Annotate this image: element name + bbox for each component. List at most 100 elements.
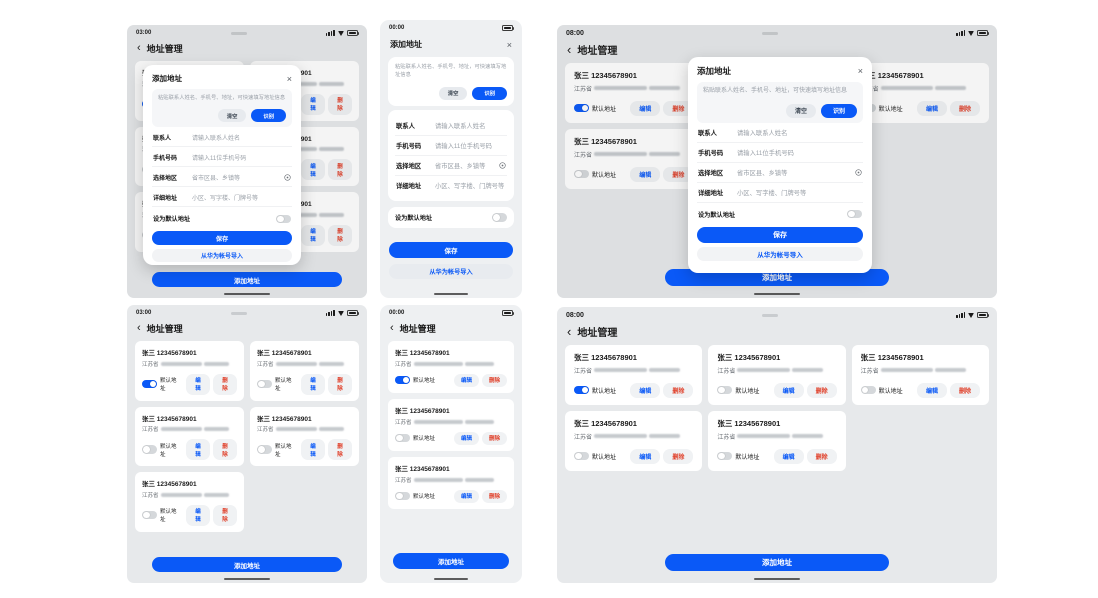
address-card[interactable]: 张三 12345678901 江苏省 默认地址 编辑 删除: [708, 345, 846, 405]
set-default-toggle[interactable]: [492, 213, 507, 222]
recognize-button[interactable]: 识别: [472, 86, 507, 100]
set-default-toggle[interactable]: [276, 214, 291, 224]
address-card[interactable]: 张三 12345678901 江苏省 默认地址 编辑 删除: [250, 341, 359, 401]
add-address-button[interactable]: 添加地址: [665, 554, 889, 571]
delete-button[interactable]: 删除: [328, 439, 352, 460]
close-icon[interactable]: ×: [286, 73, 292, 84]
address-card[interactable]: 张三 12345678901 江苏省 默认地址 编辑 删除: [565, 345, 703, 405]
edit-button[interactable]: 编辑: [301, 439, 325, 460]
default-address-toggle[interactable]: [257, 379, 272, 389]
location-icon[interactable]: [499, 162, 506, 170]
contact-field[interactable]: 联系人 请输入联系人姓名: [697, 123, 863, 143]
edit-button[interactable]: 编辑: [630, 382, 661, 398]
add-address-button[interactable]: 添加地址: [152, 557, 342, 572]
import-from-huawei-button[interactable]: 从华为帐号导入: [389, 264, 513, 279]
address-card[interactable]: 张三 12345678901 江苏省 默认地址 编辑 删除: [565, 129, 703, 189]
recognize-button[interactable]: 识别: [251, 109, 286, 123]
default-address-toggle[interactable]: [860, 385, 876, 395]
region-field[interactable]: 选择地区 省市区县、乡镇等: [152, 167, 292, 188]
edit-button[interactable]: 编辑: [630, 448, 661, 464]
edit-button[interactable]: 编辑: [301, 224, 325, 246]
clear-button[interactable]: 清空: [438, 86, 468, 100]
delete-button[interactable]: 删除: [481, 489, 507, 503]
delete-button[interactable]: 删除: [949, 382, 980, 398]
address-card[interactable]: 张三 12345678901 江苏省 默认地址 编辑 删除: [565, 63, 703, 123]
delete-button[interactable]: 删除: [806, 448, 837, 464]
back-chevron-icon[interactable]: ‹: [390, 322, 394, 334]
delete-button[interactable]: 删除: [949, 100, 980, 116]
paste-recognition-box[interactable]: 粘贴联系人姓名、手机号、地址，可快速填写地址信息 清空 识别: [388, 57, 514, 106]
edit-button[interactable]: 编辑: [186, 373, 210, 395]
address-card[interactable]: 张三 12345678901 江苏省 默认地址 编辑 删除: [135, 341, 244, 401]
paste-recognition-box[interactable]: 粘贴联系人姓名、手机号、地址，可快速填写地址信息 清空 识别: [697, 82, 863, 123]
default-address-toggle[interactable]: [142, 445, 157, 454]
address-card[interactable]: 张三 12345678901 江苏省 默认地址 编辑 删除: [708, 411, 846, 471]
delete-button[interactable]: 删除: [481, 373, 507, 387]
phone-field[interactable]: 手机号码 请输入11位手机号码: [395, 136, 507, 156]
back-chevron-icon[interactable]: ‹: [567, 324, 572, 339]
default-address-toggle[interactable]: [574, 103, 589, 113]
paste-recognition-box[interactable]: 粘贴联系人姓名、手机号、地址，可快速填写地址信息 清空 识别: [152, 89, 292, 128]
default-address-toggle[interactable]: [142, 510, 157, 520]
delete-button[interactable]: 删除: [328, 224, 352, 246]
default-address-toggle[interactable]: [574, 385, 589, 395]
detail-field[interactable]: 详细地址 小区、写字楼、门牌号等: [395, 176, 507, 195]
delete-button[interactable]: 删除: [213, 504, 237, 526]
default-address-toggle[interactable]: [574, 451, 589, 461]
delete-button[interactable]: 删除: [806, 382, 837, 398]
default-address-toggle[interactable]: [717, 385, 733, 395]
delete-button[interactable]: 删除: [663, 166, 694, 182]
address-card[interactable]: 张三 12345678901 江苏省 默认地址 编辑 删除: [388, 399, 514, 451]
delete-button[interactable]: 删除: [328, 373, 352, 395]
back-chevron-icon[interactable]: ‹: [137, 42, 141, 54]
phone-field[interactable]: 手机号码 请输入11位手机号码: [697, 143, 863, 163]
edit-button[interactable]: 编辑: [301, 373, 325, 395]
default-address-toggle[interactable]: [395, 375, 410, 385]
add-address-button[interactable]: 添加地址: [665, 269, 889, 286]
import-from-huawei-button[interactable]: 从华为帐号导入: [697, 246, 863, 261]
clear-button[interactable]: 清空: [217, 109, 247, 123]
default-address-toggle[interactable]: [574, 169, 589, 179]
delete-button[interactable]: 删除: [328, 93, 352, 115]
back-chevron-icon[interactable]: ‹: [567, 42, 572, 57]
default-address-toggle[interactable]: [142, 379, 157, 389]
delete-button[interactable]: 删除: [663, 382, 694, 398]
address-card[interactable]: 张三 12345678901 江苏省 默认地址 编辑 删除: [851, 345, 989, 405]
contact-field[interactable]: 联系人 请输入联系人姓名: [152, 127, 292, 148]
save-button[interactable]: 保存: [697, 226, 863, 243]
address-card[interactable]: 张三 12345678901 江苏省 默认地址 编辑 删除: [851, 63, 989, 123]
clear-button[interactable]: 清空: [785, 103, 816, 118]
default-address-toggle[interactable]: [395, 491, 410, 501]
back-chevron-icon[interactable]: ‹: [137, 322, 141, 334]
recognize-button[interactable]: 识别: [820, 103, 857, 118]
detail-field[interactable]: 详细地址 小区、写字楼、门牌号等: [697, 183, 863, 203]
edit-button[interactable]: 编辑: [453, 373, 479, 387]
address-card[interactable]: 张三 12345678901 江苏省 默认地址 编辑 删除: [250, 406, 359, 466]
address-card[interactable]: 张三 12345678901 江苏省 默认地址 编辑 删除: [388, 341, 514, 393]
address-card[interactable]: 张三 12345678901 江苏省 默认地址 编辑 删除: [135, 406, 244, 466]
delete-button[interactable]: 删除: [663, 448, 694, 464]
default-address-toggle[interactable]: [717, 451, 733, 461]
region-field[interactable]: 选择地区 省市区县、乡镇等: [395, 156, 507, 176]
address-card[interactable]: 张三 12345678901 江苏省 默认地址 编辑 删除: [135, 472, 244, 532]
phone-field[interactable]: 手机号码 请输入11位手机号码: [152, 147, 292, 168]
edit-button[interactable]: 编辑: [186, 504, 210, 526]
contact-field[interactable]: 联系人 请输入联系人姓名: [395, 116, 507, 136]
delete-button[interactable]: 删除: [663, 100, 694, 116]
edit-button[interactable]: 编辑: [301, 93, 325, 115]
location-icon[interactable]: [855, 169, 862, 176]
edit-button[interactable]: 编辑: [630, 100, 661, 116]
edit-button[interactable]: 编辑: [773, 382, 804, 398]
default-address-toggle[interactable]: [395, 433, 410, 443]
import-from-huawei-button[interactable]: 从华为帐号导入: [152, 249, 292, 263]
region-field[interactable]: 选择地区 省市区县、乡镇等: [697, 163, 863, 183]
delete-button[interactable]: 删除: [213, 373, 237, 395]
delete-button[interactable]: 删除: [481, 431, 507, 445]
address-card[interactable]: 张三 12345678901 江苏省 默认地址 编辑 删除: [565, 411, 703, 471]
save-button[interactable]: 保存: [152, 231, 292, 246]
address-card[interactable]: 张三 12345678901 江苏省 默认地址 编辑 删除: [388, 457, 514, 509]
edit-button[interactable]: 编辑: [453, 431, 479, 445]
edit-button[interactable]: 编辑: [773, 448, 804, 464]
edit-button[interactable]: 编辑: [630, 166, 661, 182]
set-default-toggle[interactable]: [847, 209, 862, 219]
